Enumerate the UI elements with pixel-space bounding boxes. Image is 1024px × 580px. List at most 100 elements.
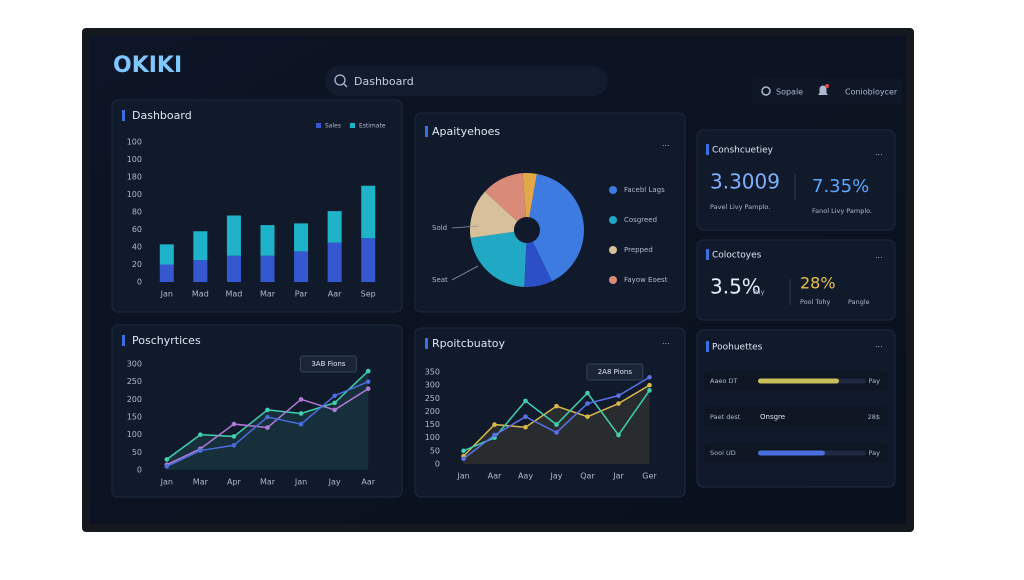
point: [492, 422, 497, 427]
progress-fill: [758, 378, 839, 384]
point: [332, 407, 337, 413]
search-box[interactable]: [325, 66, 608, 96]
more-icon[interactable]: ···: [875, 343, 883, 352]
accent: [425, 126, 428, 137]
y-tick-label: 100: [127, 190, 142, 199]
bar-segment: [260, 255, 275, 282]
point: [265, 425, 270, 430]
bar-segment: [159, 244, 174, 265]
bar-segment: [226, 255, 241, 282]
point: [298, 397, 304, 402]
y-tick-label: 20: [132, 260, 142, 269]
y-tick-label: 300: [127, 360, 142, 369]
stat-value: 28%: [800, 274, 836, 293]
point: [265, 407, 270, 413]
x-tick-label: Qar: [580, 472, 595, 481]
settings-label[interactable]: Sopale: [776, 88, 803, 97]
point: [332, 393, 337, 399]
annotation-box: [299, 355, 357, 373]
card-title: Coloctoyes: [712, 251, 762, 261]
x-tick-label: Mad: [225, 290, 242, 299]
pie-slice: [522, 173, 537, 218]
row-end: Pay: [869, 449, 881, 457]
card-title: Conshcuetiey: [712, 146, 774, 156]
bell-icon[interactable]: [818, 85, 828, 96]
y-tick-label: 100: [127, 430, 142, 439]
point: [554, 403, 559, 409]
row-text: Onsgre: [760, 413, 785, 421]
logo: OKIKI: [113, 53, 182, 78]
point: [523, 424, 528, 430]
y-tick-label: 60: [132, 225, 142, 234]
stat-value: 7.35%: [812, 176, 869, 197]
accent: [706, 249, 709, 260]
y-tick-label: 100: [127, 155, 142, 164]
legend-swatch: [350, 123, 355, 128]
annotation: 2A8 Pions: [598, 368, 633, 376]
pie-slice: [470, 231, 527, 287]
more-icon[interactable]: ···: [662, 340, 670, 349]
point: [298, 421, 304, 427]
stat-label: Pay: [753, 288, 765, 296]
annotation: 3AB Fions: [311, 360, 345, 368]
y-tick-label: 250: [127, 377, 142, 386]
legend-swatch: [609, 276, 617, 284]
x-tick-label: Apr: [227, 478, 242, 487]
point: [616, 432, 621, 438]
more-icon[interactable]: ···: [875, 151, 883, 160]
panel-title: Poschyrtices: [132, 334, 201, 347]
point: [365, 386, 371, 392]
y-tick-label: 0: [137, 466, 142, 475]
y-tick-label: 50: [430, 446, 440, 455]
accent: [425, 338, 428, 349]
x-tick-label: Aar: [328, 290, 342, 299]
search-text[interactable]: Dashboard: [354, 75, 414, 88]
point: [585, 401, 590, 406]
pie-slice: [524, 241, 552, 287]
stat-value: 3.5%: [710, 275, 761, 299]
point: [231, 421, 237, 427]
x-tick-label: Mar: [260, 478, 276, 487]
point: [585, 414, 590, 419]
legend-label: Cosgreed: [624, 216, 657, 224]
panel-title: Poohuettes: [712, 343, 763, 353]
accent: [706, 144, 709, 155]
legend-swatch: [316, 123, 321, 128]
callout-line: [451, 265, 479, 281]
point: [365, 368, 371, 374]
point: [365, 379, 371, 384]
stat-value: 3.3009: [710, 170, 780, 194]
y-tick-label: 80: [132, 208, 142, 217]
bar-segment: [193, 231, 208, 261]
annotation-box: [586, 363, 644, 381]
point: [647, 374, 652, 380]
point: [616, 393, 621, 398]
y-tick-label: 150: [127, 413, 142, 422]
legend-label: Fayow Eoest: [624, 276, 668, 284]
point: [265, 414, 270, 420]
point: [616, 401, 621, 406]
accent: [122, 110, 125, 121]
point: [164, 464, 170, 469]
point: [298, 411, 304, 416]
legend-swatch: [609, 246, 617, 254]
x-tick-label: Sep: [361, 290, 376, 299]
more-icon[interactable]: ···: [875, 254, 883, 263]
notification-dot: [825, 84, 829, 88]
y-tick-label: 0: [435, 460, 440, 469]
settings-icon[interactable]: [761, 86, 771, 96]
y-tick-label: 100: [425, 433, 440, 442]
panel: [696, 129, 896, 231]
accent: [122, 335, 125, 346]
point: [461, 456, 466, 462]
row-bg: [704, 407, 888, 427]
pie-callout: Sold: [432, 224, 447, 232]
bar-segment: [294, 223, 309, 252]
x-tick-label: Mar: [193, 478, 209, 487]
row-label: Paet dest: [710, 413, 741, 421]
more-icons[interactable]: ··· ··· ··· ··· ···: [662, 142, 883, 352]
user-name[interactable]: Coniobloycer: [845, 88, 898, 97]
pie-callout: Seat: [432, 276, 448, 284]
pie-slice: [470, 191, 518, 238]
more-icon[interactable]: ···: [662, 142, 670, 151]
